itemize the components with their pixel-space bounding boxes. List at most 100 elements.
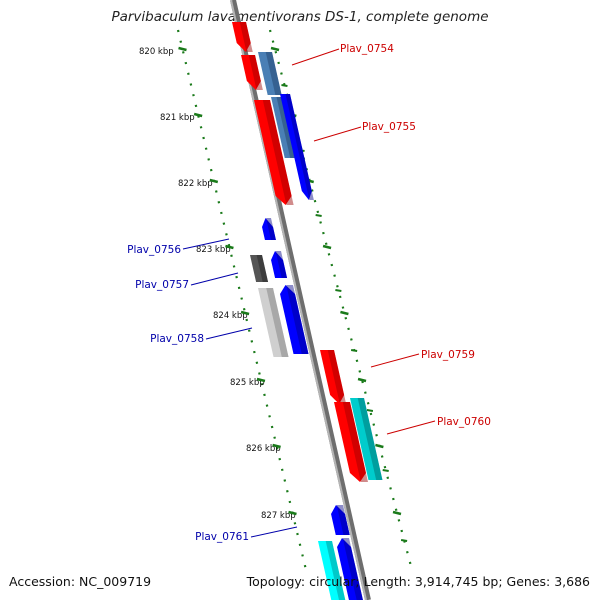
tick-inner-2 (209, 178, 219, 184)
gene-label-plav-0755[interactable]: Plav_0755 (362, 121, 416, 133)
ring-guides (176, 29, 414, 571)
tick-outer-7 (392, 510, 402, 516)
feature-blue-0761a (331, 505, 350, 535)
minor-tick-0 (281, 84, 288, 87)
feature-steelblue-0755-shade (276, 97, 295, 158)
feature-blue-0758-body (280, 285, 309, 354)
tick-label-822: 822 kbp (178, 179, 213, 189)
feature-red-top-body (232, 22, 251, 52)
feature-grey-0757-shade (256, 255, 269, 282)
map-title: Parvibaculum lavamentivorans DS-1, compl… (111, 9, 489, 25)
feature-red-0759 (320, 350, 347, 404)
feature-lightgrey-0758 (258, 288, 289, 357)
feature-cyan-0760-shade (357, 398, 383, 480)
feature-red-0760-shade (342, 402, 368, 482)
feature-grey-0757-body (250, 255, 269, 282)
feature-blue-0761a-body (331, 505, 350, 535)
feature-blue-0758-shade (286, 285, 309, 354)
feature-red-0760 (334, 402, 368, 482)
leader-plav-0755 (313, 126, 362, 142)
label-leaders (182, 48, 436, 538)
feature-blue-0758 (280, 285, 309, 354)
feature-grey-0757 (250, 255, 269, 282)
gene-label-plav-0759[interactable]: Plav_0759 (421, 349, 475, 361)
feature-cyan-0761-shade (325, 541, 346, 600)
minor-tick-2 (315, 214, 322, 217)
leader-plav-0756 (182, 238, 230, 250)
feature-cyan-0761-body (318, 541, 346, 600)
feature-blue-0755 (280, 94, 314, 200)
feature-red-0760-body (334, 402, 366, 482)
leader-plav-0754 (291, 48, 340, 66)
tick-inner-7 (288, 510, 297, 516)
minor-tick-4 (350, 349, 358, 352)
gene-features (232, 22, 383, 600)
feature-red-top (232, 22, 253, 52)
gene-label-plav-0756[interactable]: Plav_0756 (127, 244, 181, 256)
feature-blue-0761b-body (337, 538, 363, 600)
feature-steelblue-0754-shade (265, 52, 282, 95)
tick-outer-4 (340, 310, 349, 316)
minor-tick-3 (335, 289, 342, 292)
tick-outer-0 (270, 46, 280, 52)
gene-label-plav-0760[interactable]: Plav_0760 (437, 416, 491, 428)
feature-steelblue-0754-body (258, 52, 282, 95)
feature-blue-0756-shade (266, 218, 276, 240)
feature-steelblue-0754 (258, 52, 282, 95)
feature-cyan-0761 (318, 541, 346, 600)
backbone-highlight (230, 0, 367, 600)
tick-label-824: 824 kbp (213, 311, 248, 321)
tick-label-821: 821 kbp (160, 113, 195, 123)
tick-outer-5 (357, 377, 367, 383)
feature-red-0755 (254, 100, 294, 205)
feature-blue-0755-body (280, 94, 312, 200)
leader-plav-0757 (190, 272, 239, 286)
feature-blue-0757a (271, 251, 288, 278)
leader-plav-0760 (386, 420, 436, 435)
feature-red-0759-body (320, 350, 345, 404)
minor-tick-7 (400, 539, 408, 542)
feature-blue-0757a-body (271, 251, 288, 278)
feature-red-0754a (241, 55, 263, 90)
gene-label-plav-0758[interactable]: Plav_0758 (150, 333, 204, 345)
tick-label-827: 827 kbp (261, 511, 296, 521)
feature-blue-0756-body (262, 218, 276, 240)
feature-blue-0756 (262, 218, 276, 240)
tick-outer-6 (375, 443, 384, 449)
tick-inner-4 (240, 310, 250, 316)
feature-red-0755-shade (262, 100, 294, 205)
gene-labels: Plav_0754 Plav_0755 Plav_0756 Plav_0757 … (127, 43, 491, 543)
feature-blue-0761b (337, 538, 363, 600)
tick-inner-6 (272, 443, 281, 449)
feature-blue-0761a-shade (336, 505, 350, 535)
backbone-line (230, 0, 371, 600)
gene-label-plav-0757[interactable]: Plav_0757 (135, 279, 189, 291)
tick-inner-3 (225, 244, 234, 250)
feature-red-0754a-shade (248, 55, 263, 90)
feature-blue-0757a-shade (275, 251, 288, 278)
feature-red-0754a-body (241, 55, 261, 90)
genome-summary-text: Topology: circular; Length: 3,914,745 bp… (246, 574, 590, 589)
kbp-ticks: 820 kbp 821 kbp 822 kbp 823 kbp 824 kbp … (139, 46, 408, 542)
feature-cyan-0760 (350, 398, 383, 480)
feature-cyan-0760-body (350, 398, 383, 480)
feature-blue-0761b-shade (342, 538, 363, 600)
feature-lightgrey-0758-shade (266, 288, 289, 357)
tick-inner-0 (178, 46, 187, 52)
minor-tick-5 (366, 409, 374, 412)
tick-label-820: 820 kbp (139, 47, 174, 57)
accession-text: Accession: NC_009719 (9, 574, 152, 589)
leader-plav-0758 (205, 327, 253, 340)
tick-outer-3 (322, 244, 332, 250)
tick-label-825: 825 kbp (230, 378, 265, 388)
inner-dotted-ring (176, 29, 308, 571)
feature-red-0755-body (254, 100, 292, 205)
gene-label-plav-0761[interactable]: Plav_0761 (195, 531, 249, 543)
feature-blue-0755-shade (285, 94, 314, 200)
feature-steelblue-0755 (271, 97, 295, 158)
feature-red-0759-shade (327, 350, 347, 404)
minor-tick-6 (382, 469, 389, 472)
gene-label-plav-0754[interactable]: Plav_0754 (340, 43, 394, 55)
